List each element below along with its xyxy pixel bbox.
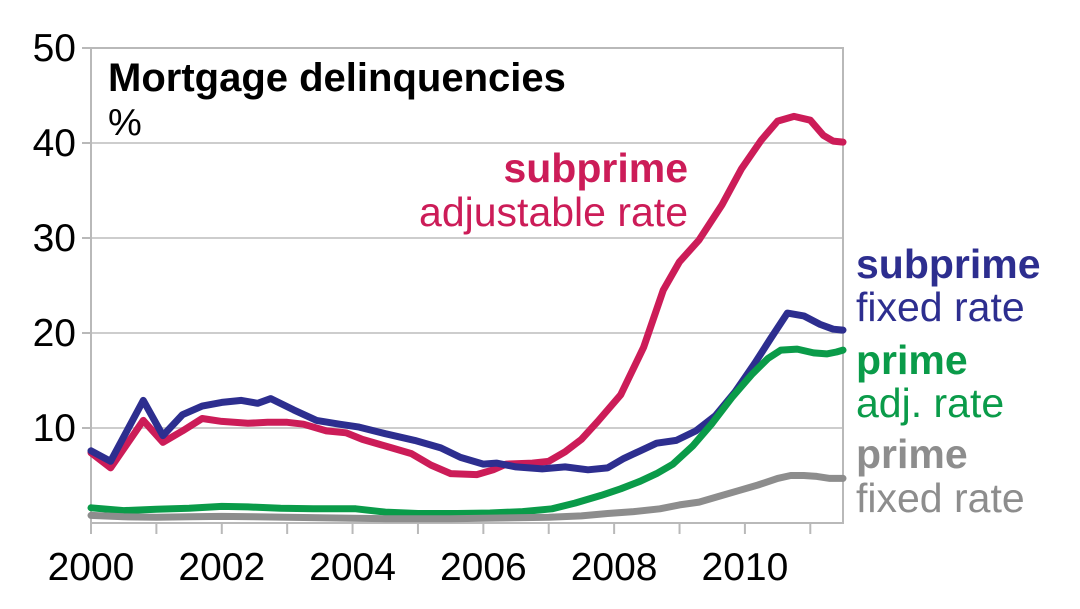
y-tick-label-20: 20 [33,312,76,355]
legend-label-subprime-fixed-rate-line2: fixed rate [856,284,1025,330]
x-tick-label-2010: 2010 [702,546,789,589]
y-tick-label-50: 50 [33,27,76,70]
legend-label-prime-adjustable-rate-line1: prime [856,337,968,383]
y-tick-label-30: 30 [33,217,76,260]
x-tick-label-2000: 2000 [48,546,135,589]
x-tick-label-2002: 2002 [178,546,265,589]
legend-label-subprime-adjustable-rate-line2: adjustable rate [419,189,688,235]
y-tick-label-10: 10 [33,407,76,450]
x-tick-label-2004: 2004 [309,546,396,589]
series-line-prime-adjustable-rate [87,345,847,517]
legend-label-subprime-fixed-rate-line1: subprime [856,241,1041,287]
legend-label-prime-fixed-rate-line2: fixed rate [856,475,1025,521]
legend-label-subprime-adjustable-rate-line1: subprime [503,145,688,191]
x-tick-label-2006: 2006 [440,546,527,589]
x-tick-label-2008: 2008 [571,546,658,589]
y-tick-label-40: 40 [33,122,76,165]
grid-layer [90,47,844,524]
legend-label-prime-fixed-rate-line1: prime [856,431,968,477]
chart-title: Mortgage delinquencies [108,56,566,100]
series-line-prime-fixed-rate [87,472,847,523]
series-line-subprime-fixed-rate [87,309,847,474]
plot-frame [90,47,844,524]
legend-label-prime-adjustable-rate-line2: adj. rate [856,380,1004,426]
series-layer [87,112,847,523]
series-line-subprime-adjustable-rate [87,112,847,479]
text-layer: Mortgage delinquencies % [108,56,566,144]
chart-unit-label: % [108,102,142,144]
